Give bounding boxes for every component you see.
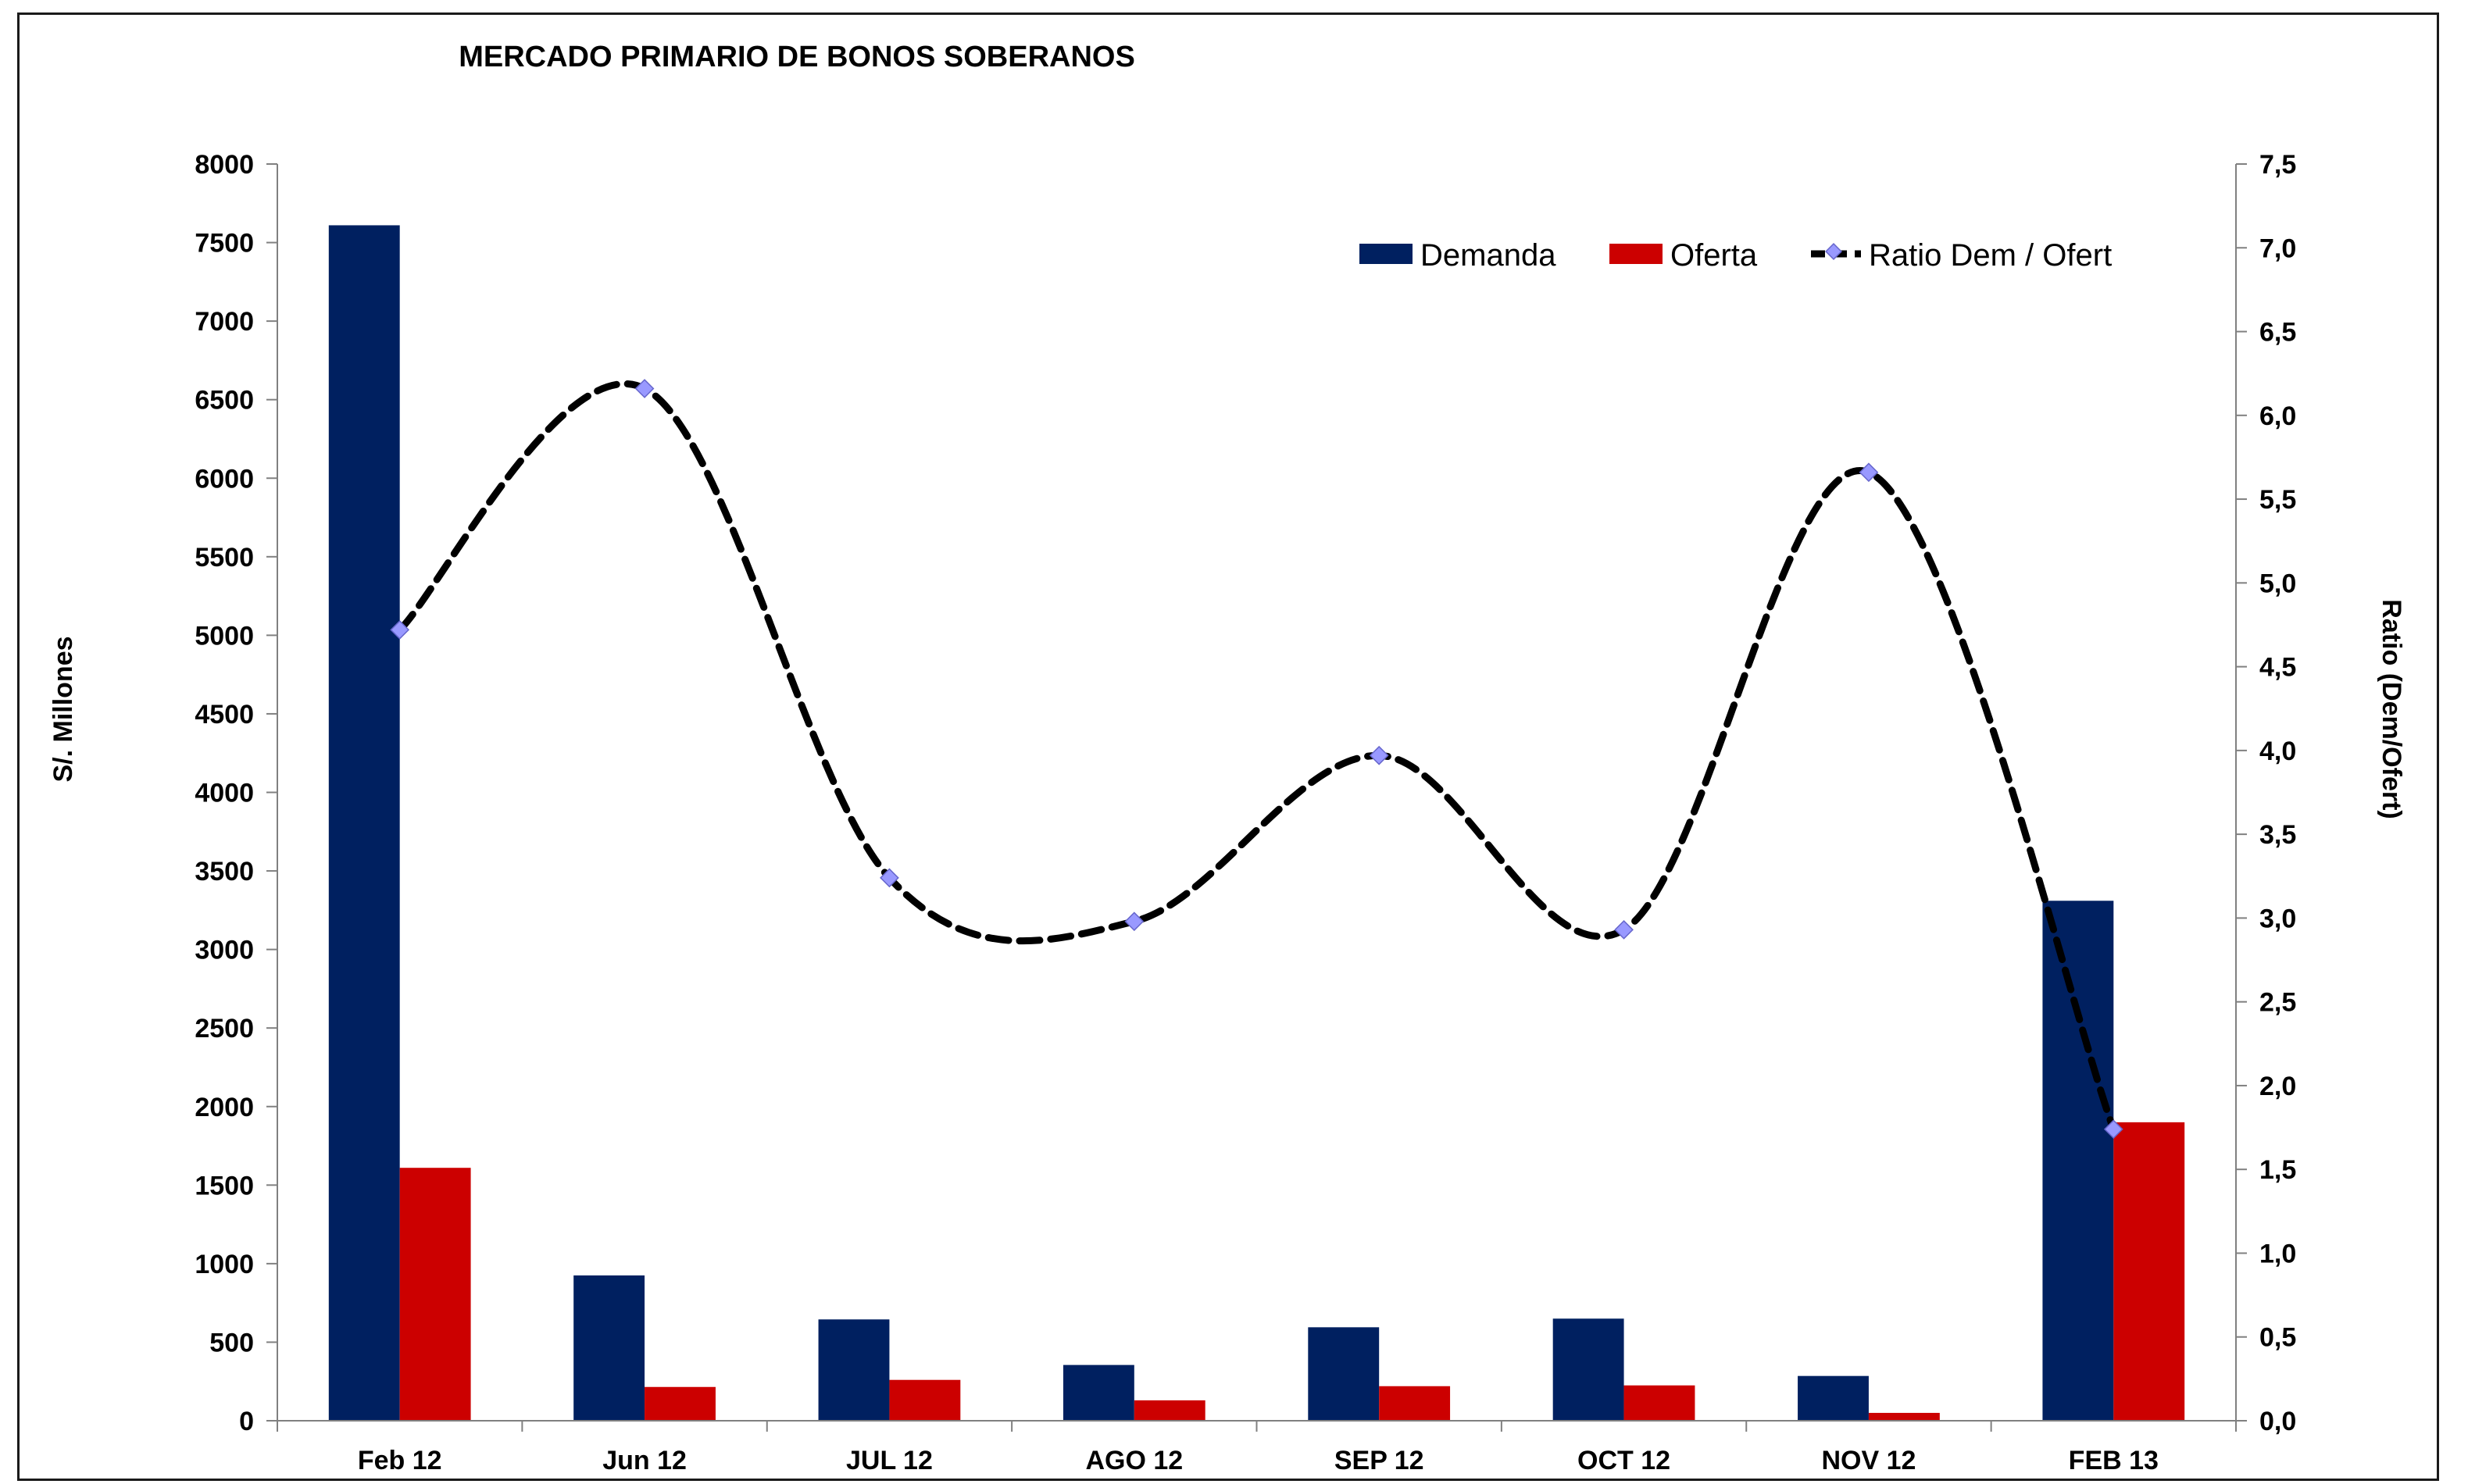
y-tick-label: 1500 bbox=[195, 1171, 254, 1200]
bars-layer bbox=[328, 225, 2185, 1422]
bar-oferta-5 bbox=[1623, 1385, 1695, 1421]
bar-demanda-1 bbox=[573, 1275, 645, 1421]
y-axis-title: S/. Millones bbox=[48, 636, 78, 782]
ratio-marker-2 bbox=[880, 868, 899, 888]
y2-tick-label: 3,5 bbox=[2259, 820, 2296, 850]
y-tick-label: 6000 bbox=[195, 464, 254, 494]
x-tick-label: OCT 12 bbox=[1577, 1446, 1670, 1475]
legend-label-ratio: Ratio Dem / Ofert bbox=[1869, 238, 2112, 273]
y-tick-label: 3000 bbox=[195, 936, 254, 965]
y2-tick-label: 0,0 bbox=[2259, 1407, 2296, 1436]
ratio-line bbox=[396, 380, 2117, 1133]
ratio-marker-3 bbox=[1124, 911, 1145, 932]
bar-demanda-6 bbox=[1798, 1375, 1869, 1421]
bar-oferta-1 bbox=[645, 1386, 716, 1421]
bar-demanda-5 bbox=[1552, 1318, 1624, 1421]
x-tick-label: AGO 12 bbox=[1085, 1446, 1183, 1475]
x-tick-label: Jun 12 bbox=[602, 1446, 687, 1475]
y-tick-label: 2000 bbox=[195, 1093, 254, 1122]
y-tick-label: 3500 bbox=[195, 857, 254, 886]
bar-demanda-3 bbox=[1063, 1364, 1134, 1421]
legend-label-oferta: Oferta bbox=[1670, 238, 1758, 273]
x-tick-label: Feb 12 bbox=[358, 1446, 442, 1475]
y-tick-label: 2500 bbox=[195, 1014, 254, 1043]
y-tick-label: 4500 bbox=[195, 700, 254, 730]
x-tick-label: SEP 12 bbox=[1334, 1446, 1424, 1475]
legend-marker-ratio bbox=[1825, 243, 1842, 260]
bar-demanda-4 bbox=[1308, 1327, 1380, 1421]
y-tick-label: 1000 bbox=[195, 1250, 254, 1279]
bar-oferta-4 bbox=[1379, 1386, 1451, 1421]
axes-layer: 0 500 1000 1500 2000 2500 3000 3500 4000 4500 5000… bbox=[195, 150, 2296, 1475]
y2-tick-label: 5,0 bbox=[2259, 569, 2296, 598]
legend-label-demanda: Demanda bbox=[1420, 238, 1556, 273]
y2-tick-label: 5,5 bbox=[2259, 485, 2296, 515]
x-tick-label: JUL 12 bbox=[846, 1446, 933, 1475]
y2-tick-label: 4,0 bbox=[2259, 737, 2296, 766]
y2-tick-label: 7,0 bbox=[2259, 234, 2296, 263]
ratio-marker-1 bbox=[634, 379, 655, 398]
x-tick-label: FEB 13 bbox=[2069, 1446, 2159, 1475]
y2-tick-label: 4,5 bbox=[2259, 653, 2296, 683]
y2-tick-label: 6,0 bbox=[2259, 401, 2296, 431]
y-tick-label: 7000 bbox=[195, 307, 254, 337]
y2-tick-label: 7,5 bbox=[2259, 150, 2296, 180]
y2-tick-label: 2,0 bbox=[2259, 1072, 2296, 1101]
y2-tick-label: 2,5 bbox=[2259, 988, 2296, 1018]
y-tick-label: 7500 bbox=[195, 229, 254, 259]
bar-demanda-7 bbox=[2042, 901, 2114, 1421]
legend-swatch-demanda bbox=[1359, 244, 1413, 264]
y-tick-label: 500 bbox=[209, 1328, 254, 1357]
chart-title: MERCADO PRIMARIO DE BONOS SOBERANOS bbox=[459, 41, 1135, 73]
y2-tick-label: 1,5 bbox=[2259, 1155, 2296, 1185]
legend-swatch-oferta bbox=[1609, 244, 1663, 264]
y-tick-label: 6500 bbox=[195, 386, 254, 416]
y-tick-label: 8000 bbox=[195, 150, 254, 180]
bar-demanda-0 bbox=[328, 225, 400, 1422]
y2-tick-label: 1,0 bbox=[2259, 1239, 2296, 1268]
bar-demanda-2 bbox=[818, 1319, 890, 1421]
ratio-marker-5 bbox=[1614, 920, 1634, 940]
ratio-marker-4 bbox=[1369, 745, 1389, 765]
bar-oferta-7 bbox=[2113, 1122, 2185, 1421]
bar-oferta-6 bbox=[1868, 1412, 1940, 1421]
x-tick-label: NOV 12 bbox=[1821, 1446, 1916, 1475]
ratio-marker-7 bbox=[2103, 1119, 2123, 1140]
ratio-marker-6 bbox=[1859, 462, 1879, 483]
y-tick-label: 5000 bbox=[195, 621, 254, 651]
ratio-marker-0 bbox=[390, 620, 410, 640]
y2-tick-label: 6,5 bbox=[2259, 318, 2296, 348]
legend: Demanda Oferta Ratio Dem / Ofert bbox=[1359, 238, 2112, 273]
y-tick-label: 0 bbox=[239, 1407, 254, 1436]
ratio-line-layer bbox=[390, 379, 2123, 1140]
y2-tick-label: 0,5 bbox=[2259, 1323, 2296, 1353]
y-tick-label: 5500 bbox=[195, 543, 254, 573]
y-tick-label: 4000 bbox=[195, 779, 254, 808]
y2-tick-label: 3,0 bbox=[2259, 904, 2296, 933]
bar-oferta-3 bbox=[1134, 1400, 1205, 1421]
bar-oferta-2 bbox=[889, 1379, 961, 1421]
y2-axis-title: Ratio (Dem/Ofert) bbox=[2377, 599, 2406, 819]
bar-oferta-0 bbox=[399, 1168, 471, 1421]
